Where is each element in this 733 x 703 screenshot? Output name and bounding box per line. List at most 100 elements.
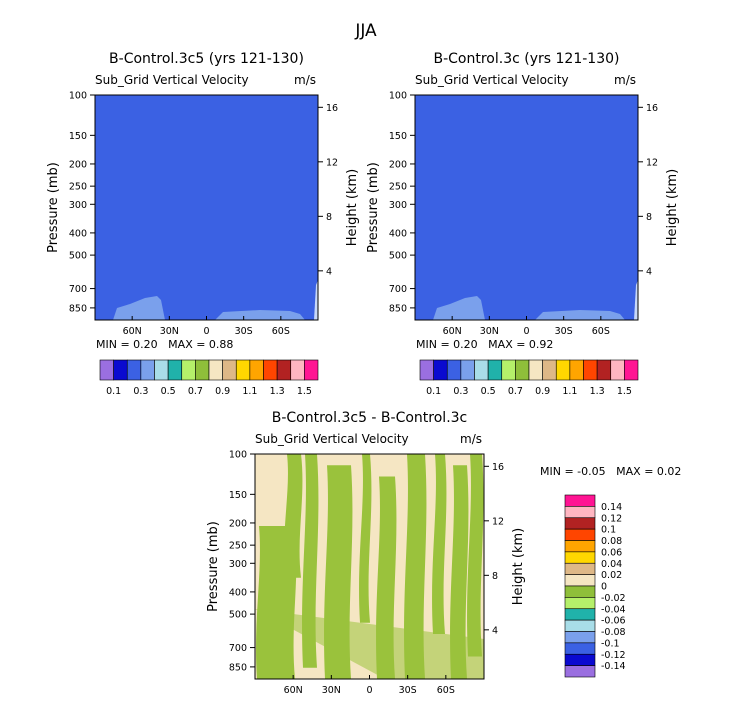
- ytick-label: 850: [69, 303, 87, 314]
- max-value: 0.92: [525, 338, 553, 351]
- colorbar-cell: [290, 359, 305, 381]
- colorbar-label: -0.12: [601, 650, 626, 661]
- panel-1: B-Control.3c5 (yrs 121-130) Sub_Grid Vert…: [46, 51, 360, 397]
- panel-title: B-Control.3c (yrs 121-130): [434, 51, 620, 67]
- colorbar-cell: [564, 528, 596, 541]
- colorbar-cell: [208, 359, 223, 381]
- field-background: [415, 95, 638, 320]
- colorbar-cell: [624, 359, 639, 381]
- ytick-right-label: 12: [326, 157, 338, 168]
- colorbar-cell: [569, 359, 584, 381]
- field-streak: [284, 454, 303, 578]
- colorbar-cell: [542, 359, 557, 381]
- ytick-right-label: 12: [646, 157, 658, 168]
- colorbar-label: 0.7: [188, 386, 203, 397]
- ytick-label: 300: [229, 559, 247, 570]
- field-streak: [302, 454, 319, 668]
- panel-units: m/s: [460, 432, 482, 446]
- colorbar-label: 0: [601, 582, 607, 593]
- colorbar-label: 0.9: [215, 386, 230, 397]
- panel-units: m/s: [294, 73, 316, 87]
- colorbar-cell: [564, 517, 596, 530]
- ytick-label: 500: [389, 251, 407, 262]
- colorbar-cell: [113, 359, 128, 381]
- panel-2: B-Control.3c (yrs 121-130) Sub_Grid Verti…: [366, 51, 680, 397]
- colorbar-cell: [564, 642, 596, 655]
- colorbar-cell: [564, 653, 596, 666]
- ytick-label: 100: [389, 91, 407, 102]
- colorbar-cell: [501, 359, 516, 381]
- max-value: 0.88: [205, 338, 233, 351]
- field-patch: [215, 310, 305, 320]
- figure-title: JJA: [354, 21, 377, 41]
- field-streak: [467, 454, 484, 657]
- colorbar-cell: [564, 585, 596, 598]
- ytick-label: 700: [389, 284, 407, 295]
- field-patch: [255, 609, 484, 679]
- ytick-right-label: 8: [646, 212, 652, 223]
- colorbar-cell: [276, 359, 292, 381]
- colorbar-label: 0.04: [601, 559, 622, 570]
- max-label: MAX =: [488, 338, 525, 351]
- xtick-label: 60N: [443, 326, 462, 337]
- ytick-right-label: 16: [646, 103, 658, 114]
- ytick-label: 850: [229, 662, 247, 673]
- xtick-label: 60N: [123, 326, 142, 337]
- panel-title: B-Control.3c5 (yrs 121-130): [109, 51, 304, 67]
- ylabel: Pressure (mb): [46, 162, 61, 253]
- colorbar-cell: [249, 359, 264, 381]
- colorbar-cell: [487, 359, 503, 381]
- ytick-label: 400: [69, 228, 87, 239]
- colorbar-cell: [154, 359, 169, 381]
- colorbar-cell: [564, 540, 596, 553]
- min-label: MIN =: [540, 465, 574, 478]
- ytick-right-label: 4: [492, 625, 498, 636]
- colorbar-label: 1.5: [617, 386, 632, 397]
- colorbar-cell: [596, 359, 612, 381]
- colorbar-cell: [564, 574, 596, 587]
- field-streak: [432, 454, 447, 634]
- panel-3: B-Control.3c5 - B-Control.3c Sub_Grid Ver…: [206, 410, 681, 696]
- field-patch: [535, 310, 625, 320]
- colorbar-label: 1.1: [242, 386, 257, 397]
- xtick-label: 30N: [160, 326, 179, 337]
- colorbar-label: 0.3: [453, 386, 468, 397]
- ytick-right-label: 4: [646, 266, 652, 277]
- colorbar-cell: [564, 551, 596, 564]
- ytick-label: 400: [229, 587, 247, 598]
- xtick-label: 30S: [235, 326, 253, 337]
- ytick-label: 200: [69, 159, 87, 170]
- field-patch: [634, 280, 638, 320]
- field-streak: [450, 465, 469, 679]
- colorbar-label: 0.12: [601, 513, 622, 524]
- ytick-label: 500: [69, 251, 87, 262]
- colorbar-cell: [140, 359, 155, 381]
- colorbar-cell: [460, 359, 475, 381]
- ylabel: Pressure (mb): [206, 521, 221, 612]
- min-value: -0.05: [574, 465, 616, 478]
- field-streak: [404, 454, 427, 679]
- panel-title: B-Control.3c5 - B-Control.3c: [272, 410, 468, 426]
- colorbar-label: 0.06: [601, 547, 622, 558]
- ytick-label: 250: [69, 182, 87, 193]
- min-value: 0.20: [450, 338, 488, 351]
- colorbar-label: 1.3: [590, 386, 605, 397]
- colorbar-cell: [446, 359, 462, 381]
- ytick-right-label: 8: [326, 212, 332, 223]
- colorbar-label: 0.5: [481, 386, 496, 397]
- ytick-label: 500: [229, 610, 247, 621]
- max-value: 0.02: [653, 465, 681, 478]
- colorbar-cell: [564, 506, 596, 519]
- field-background: [95, 95, 318, 320]
- xtick-label: 60S: [272, 326, 290, 337]
- colorbar-label: 0.9: [535, 386, 550, 397]
- colorbar-cell: [195, 359, 210, 381]
- colorbar-cell: [419, 359, 434, 381]
- min-max-stats: MIN = 0.20 MAX = 0.92: [416, 338, 553, 351]
- xtick-label: 30N: [322, 685, 341, 696]
- ytick-label: 850: [389, 303, 407, 314]
- colorbar-label: 1.3: [270, 386, 285, 397]
- panels: B-Control.3c5 (yrs 121-130) Sub_Grid Vert…: [46, 51, 681, 696]
- xtick-label: 60S: [437, 685, 455, 696]
